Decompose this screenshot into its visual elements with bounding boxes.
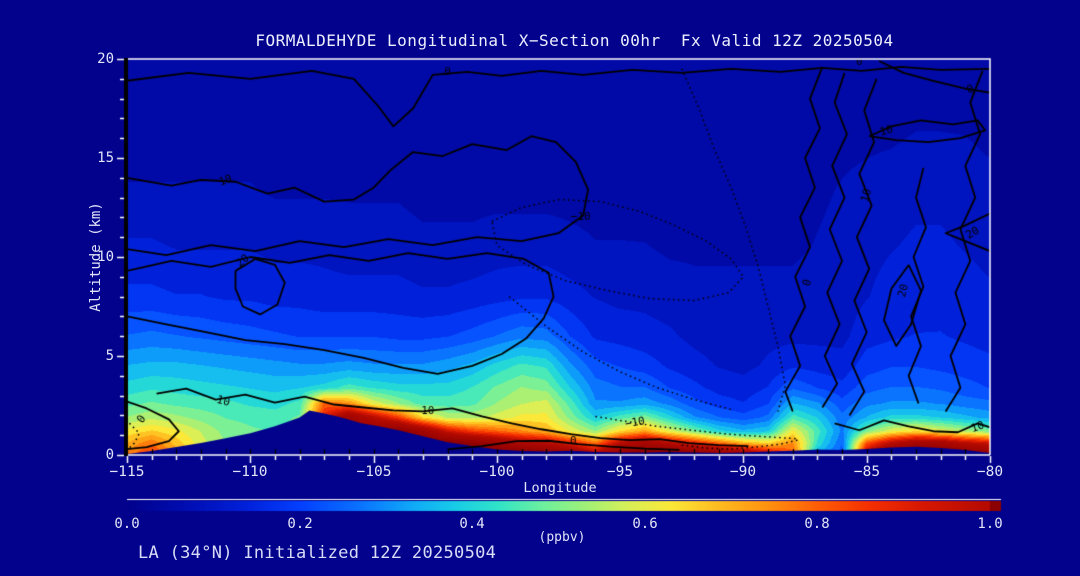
colorbar-tick-label: 0.8 [804, 516, 830, 532]
x-tick-label: −115 [109, 464, 145, 480]
x-tick-label: −105 [356, 464, 392, 480]
page-title: FORMALDEHYDE Longitudinal X−Section 00hr… [255, 31, 894, 50]
colorbar-tick-label: 0.0 [114, 516, 140, 532]
y-axis-title: Altitude (km) [88, 202, 104, 312]
run-info-text: LA (34°N) Initialized 12Z 20250504 [138, 543, 497, 563]
colorbar-tick-label: 0.4 [459, 516, 485, 532]
x-tick-label: −80 [976, 464, 1004, 480]
y-tick-label: 5 [105, 348, 114, 364]
x-tick-label: −85 [853, 464, 881, 480]
x-axis-title: Longitude [523, 480, 597, 496]
y-tick-label: 15 [97, 150, 114, 166]
colorbar-tick-label: 0.2 [287, 516, 313, 532]
y-tick-label: 20 [97, 51, 114, 67]
y-tick-label: 10 [97, 249, 114, 265]
x-tick-label: −95 [606, 464, 634, 480]
colorbar-tick-label: 0.6 [632, 516, 658, 532]
y-tick-label: 0 [105, 447, 114, 463]
x-tick-label: −90 [729, 464, 757, 480]
colorbar-tick-label: 1.0 [977, 516, 1003, 532]
colorbar-unit-label: (ppbv) [538, 530, 586, 545]
x-tick-label: −110 [232, 464, 268, 480]
x-tick-label: −100 [479, 464, 515, 480]
